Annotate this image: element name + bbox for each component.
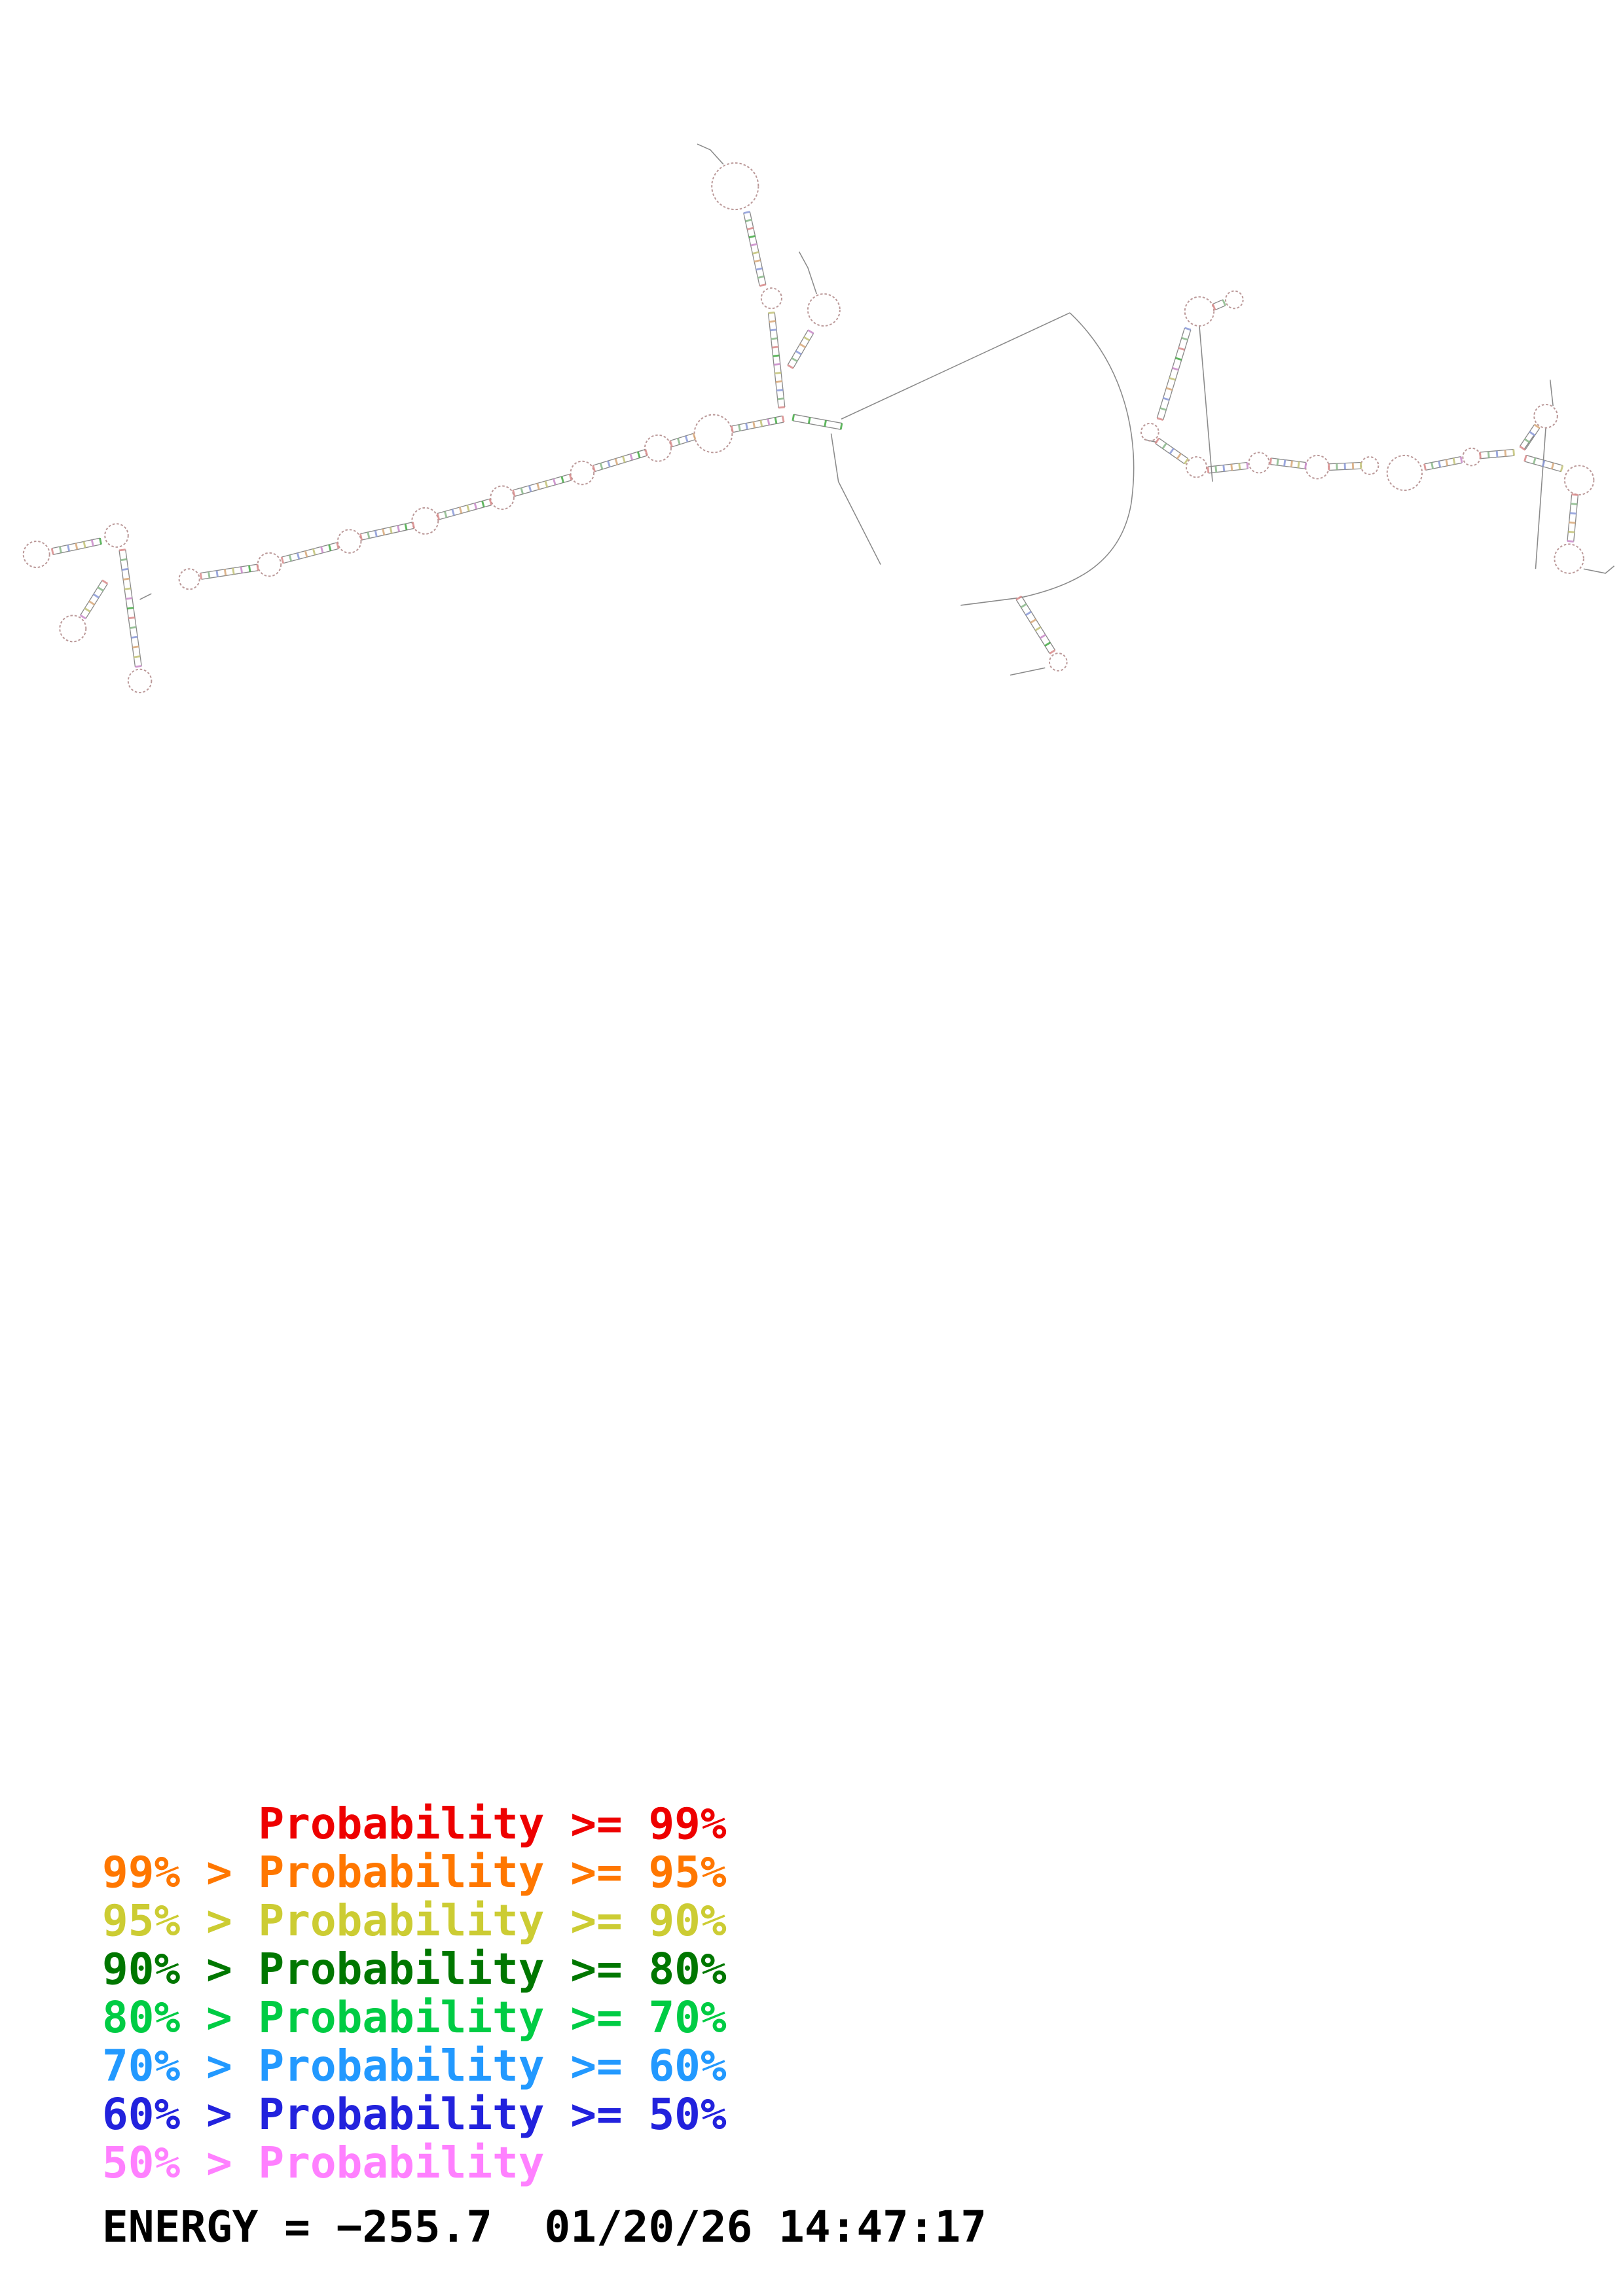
legend-entry: Probability >= 99% (102, 1799, 727, 1849)
legend-entry: 70% > Probability >= 60% (102, 2041, 727, 2091)
legend-entry: 80% > Probability >= 70% (102, 1992, 727, 2043)
legend-entry: 50% > Probability (102, 2138, 545, 2188)
legend-entry: 90% > Probability >= 80% (102, 1944, 727, 1994)
energy-readout: ENERGY = −255.7 01/20/26 14:47:17 (102, 2202, 987, 2252)
legend-entry: 95% > Probability >= 90% (102, 1895, 727, 1946)
probability-legend: Probability >= 99% 99% > Probability >= 9… (102, 1800, 727, 2187)
legend-entry: 60% > Probability >= 50% (102, 2089, 727, 2140)
legend-entry: 99% > Probability >= 95% (102, 1847, 727, 1897)
